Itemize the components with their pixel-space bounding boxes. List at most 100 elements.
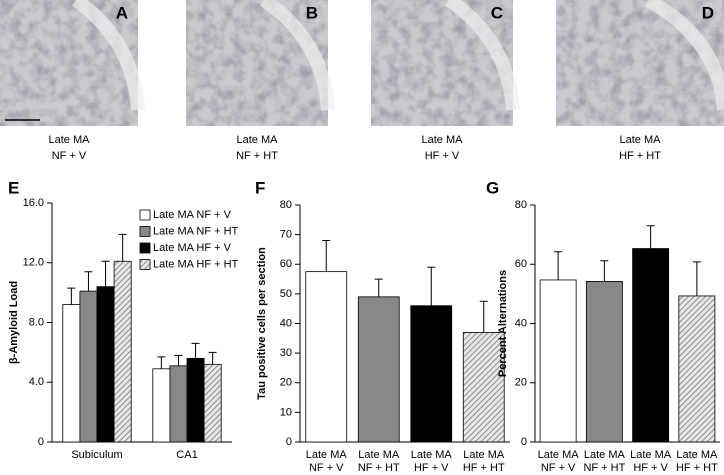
y-tick-label: 0 (38, 436, 44, 448)
y-tick-label: 50 (280, 288, 292, 300)
x-tick-label: HF + HT (463, 462, 505, 474)
error-bar (479, 300, 488, 333)
bar (585, 281, 623, 443)
error-bar (174, 354, 183, 366)
bar (62, 304, 81, 443)
x-tick-label: Late MA (676, 449, 718, 461)
tissue-edge (260, 0, 335, 111)
panel-label: F (255, 178, 265, 197)
x-tick-label: NF + V (309, 462, 344, 474)
y-tick-label: 30 (280, 347, 292, 359)
x-tick-label: NF + V (541, 462, 576, 474)
panel-caption: HF + HT (619, 150, 661, 162)
panel-label: A (116, 3, 128, 22)
bar (79, 290, 98, 443)
y-tick-label: 0 (521, 436, 527, 448)
panel-caption: Late MA (422, 134, 464, 146)
panel-caption: Late MA (49, 134, 91, 146)
error-bar (157, 356, 166, 369)
y-tick-label: 70 (280, 229, 292, 241)
y-tick-label: 16.0 (23, 197, 44, 209)
panel-caption: Late MA (620, 134, 662, 146)
x-tick-label: Late MA (463, 449, 505, 461)
error-bar (101, 260, 110, 287)
tissue-edge (445, 0, 520, 111)
x-tick-label: Late MA (584, 449, 626, 461)
panel-caption: NF + V (52, 150, 87, 162)
error-bar (692, 261, 701, 296)
bar (203, 363, 222, 443)
error-bar (67, 287, 76, 305)
error-bar (427, 266, 436, 306)
x-tick-label: HF + V (633, 462, 668, 474)
legend-label: Late MA HF + HT (153, 258, 239, 270)
x-tick-label: NF + HT (358, 462, 400, 474)
error-bar (646, 225, 655, 249)
y-tick-label: 20 (515, 377, 527, 389)
y-tick-label: 20 (280, 377, 292, 389)
bar (410, 305, 453, 443)
panel-label: D (702, 3, 714, 22)
error-bar (554, 251, 563, 280)
x-tick-label: CA1 (176, 449, 197, 461)
y-tick-label: 4.0 (29, 376, 44, 388)
y-tick-label: 40 (280, 317, 292, 329)
legend-swatch (139, 259, 151, 270)
error-bar (118, 233, 127, 262)
panel-label: B (306, 3, 318, 22)
y-axis-label: β-Amyloid Load (8, 281, 20, 364)
tissue-edge (644, 0, 724, 111)
bar (462, 331, 505, 443)
y-axis-label: Tau positive cells per section (256, 247, 268, 400)
legend-label: Late MA NF + HT (153, 225, 239, 237)
legend-swatch (139, 226, 151, 237)
y-tick-label: 0 (286, 436, 292, 448)
panel-label: G (486, 178, 499, 197)
y-tick-label: 60 (515, 258, 527, 270)
error-bar (600, 260, 609, 282)
y-tick-label: 80 (515, 199, 527, 211)
y-tick-label: 60 (280, 258, 292, 270)
micrograph-texture (186, 0, 328, 126)
x-tick-label: Late MA (411, 449, 453, 461)
x-tick-label: Late MA (630, 449, 672, 461)
error-bar (84, 271, 93, 292)
micrograph-texture (0, 0, 138, 126)
legend-label: Late MA HF + V (153, 242, 232, 254)
y-tick-label: 40 (515, 317, 527, 329)
x-tick-label: HF + V (414, 462, 449, 474)
x-tick-label: Late MA (538, 449, 580, 461)
x-tick-label: Late MA (306, 449, 348, 461)
bar (169, 365, 188, 443)
bar (113, 260, 132, 443)
bar (152, 368, 171, 443)
error-bar (208, 351, 217, 365)
micrograph-texture (556, 0, 724, 126)
bar (632, 248, 670, 443)
panel-caption: HF + V (425, 150, 460, 162)
x-tick-label: Subiculum (71, 449, 122, 461)
error-bar (374, 278, 383, 297)
bar (678, 295, 716, 443)
y-tick-label: 10 (280, 406, 292, 418)
legend-swatch (139, 242, 151, 254)
bar (186, 357, 205, 443)
panel-label: E (8, 178, 19, 197)
y-axis-label: Percent Alternations (497, 270, 509, 377)
error-bar (191, 342, 200, 359)
y-tick-label: 8.0 (29, 316, 44, 328)
bar (96, 286, 115, 443)
error-bar (322, 240, 331, 272)
bar (539, 279, 577, 443)
legend-label: Late MA NF + V (153, 209, 232, 221)
x-tick-label: Late MA (358, 449, 400, 461)
panel-caption: Late MA (237, 134, 279, 146)
panel-caption: NF + HT (236, 150, 278, 162)
x-tick-label: HF + HT (676, 462, 718, 474)
tissue-edge (71, 0, 145, 111)
legend-swatch (139, 209, 151, 221)
y-tick-label: 12.0 (23, 257, 44, 269)
bar (305, 271, 348, 443)
panel-label: C (491, 3, 503, 22)
